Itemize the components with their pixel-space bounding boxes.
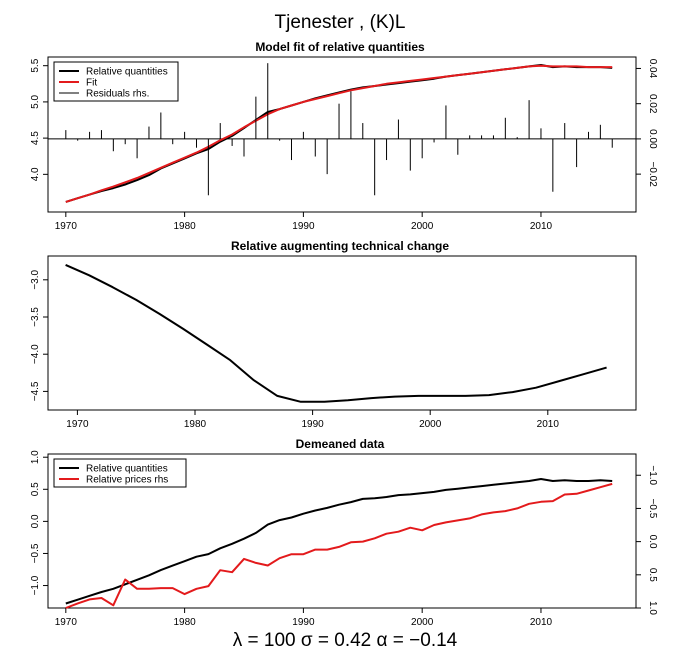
y2-tick-label: 0.04 <box>647 59 658 79</box>
x-tick-label: 1980 <box>184 419 207 430</box>
panel-model-fit: Model fit of relative quantities 1970 198… <box>30 40 658 232</box>
x-tick-label: 2010 <box>530 617 553 628</box>
x-tick-label: 1970 <box>66 419 89 430</box>
y-tick-label: 0.0 <box>30 514 41 528</box>
panel-demeaned-data: Demeaned data 1970 1980 1990 2000 2010 1.0 0.5… <box>30 437 658 628</box>
y2-tick-label: 1.0 <box>647 601 658 615</box>
x-tick-label: 1970 <box>55 221 78 232</box>
y2-tick-label: −0.5 <box>647 499 658 519</box>
relative-quantities-line <box>65 478 613 605</box>
y-tick-label: 1.0 <box>30 450 41 464</box>
y-tick-label: 0.5 <box>30 482 41 496</box>
technical-change-line <box>65 263 607 403</box>
y2-tick-label: −0.02 <box>647 161 658 187</box>
y-tick-label: −3.5 <box>30 307 41 327</box>
y-tick-label: −0.5 <box>30 543 41 563</box>
x-tick-label: 1990 <box>292 221 315 232</box>
x-tick-label: 1980 <box>173 617 196 628</box>
fit-line <box>65 64 613 203</box>
y-tick-label: 5.0 <box>30 95 41 109</box>
legend-label: Fit <box>86 78 97 89</box>
y2-tick-label: 0.02 <box>647 94 658 114</box>
y2-tick-label: 0.0 <box>647 535 658 549</box>
y-tick-label: −3.0 <box>30 270 41 290</box>
plot-frame <box>47 453 637 609</box>
legend-label: Relative quantities <box>86 464 168 475</box>
x-tick-label: 1980 <box>173 221 196 232</box>
y-tick-label: −4.0 <box>30 344 41 364</box>
x-tick-label: 1970 <box>55 617 78 628</box>
legend-label: Relative prices rhs <box>86 475 168 486</box>
x-tick-label: 1990 <box>292 617 315 628</box>
y2-tick-label: −1.0 <box>647 465 658 485</box>
x-tick-label: 2010 <box>530 221 553 232</box>
y-tick-label: 4.0 <box>30 167 41 181</box>
legend-label: Residuals rhs. <box>86 89 149 100</box>
x-tick-label: 2010 <box>537 419 560 430</box>
panel-title: Relative augmenting technical change <box>231 239 449 253</box>
y2-tick-label: 0.5 <box>647 568 658 582</box>
legend-label: Relative quantities <box>86 67 168 78</box>
panel-technical-change: Relative augmenting technical change 197… <box>30 239 637 430</box>
panel-title: Model fit of relative quantities <box>255 40 425 54</box>
x-tick-label: 1990 <box>301 419 324 430</box>
parameter-footer: λ = 100 σ = 0.42 α = −0.14 <box>233 630 458 651</box>
y-tick-label: −1.0 <box>30 575 41 595</box>
y-tick-label: 4.5 <box>30 131 41 145</box>
plot-frame <box>47 255 637 411</box>
relative-prices-rhs-line <box>65 482 613 609</box>
x-tick-label: 2000 <box>411 617 434 628</box>
y-tick-label: 5.5 <box>30 58 41 72</box>
panel-title: Demeaned data <box>296 437 385 451</box>
y-tick-label: −4.5 <box>30 381 41 401</box>
main-title: Tjenester , (K)L <box>275 12 406 33</box>
x-tick-label: 2000 <box>419 419 442 430</box>
x-tick-label: 2000 <box>411 221 434 232</box>
y2-tick-label: 0.00 <box>647 129 658 149</box>
plot-frame <box>47 56 637 213</box>
legend-box <box>53 458 187 488</box>
